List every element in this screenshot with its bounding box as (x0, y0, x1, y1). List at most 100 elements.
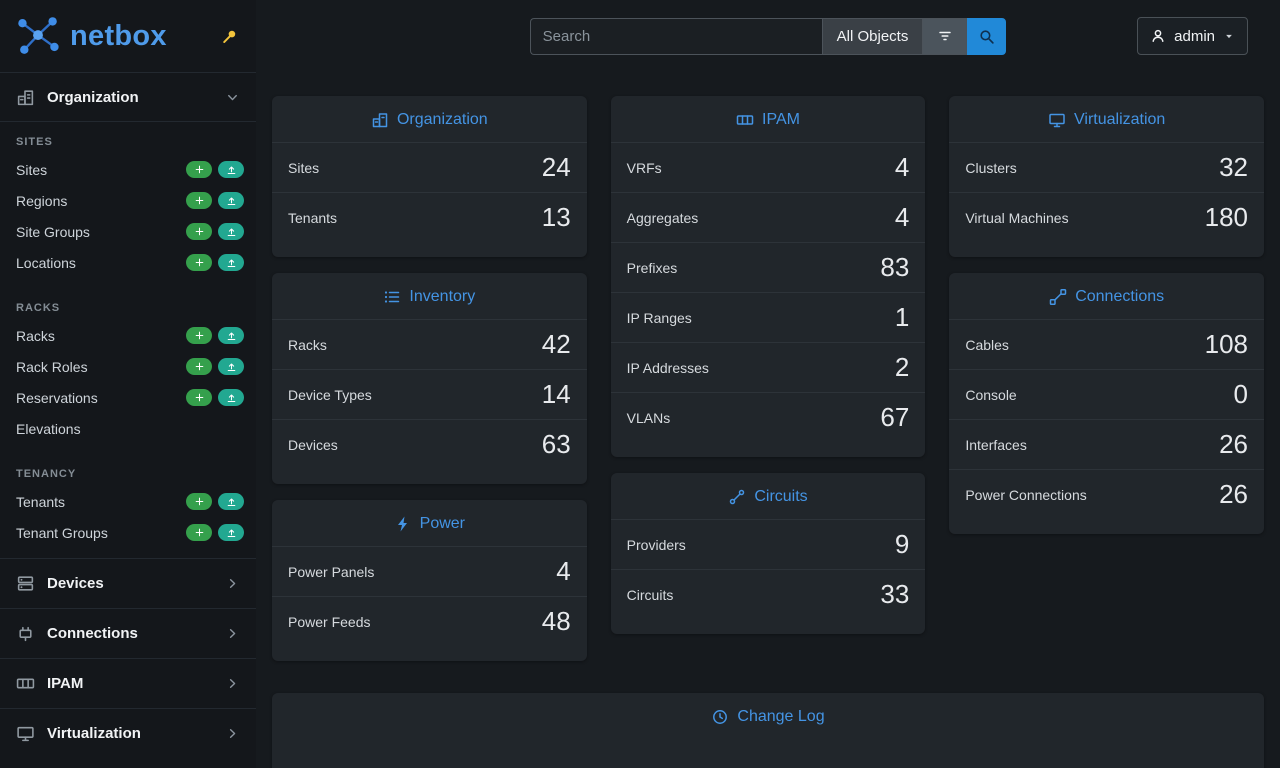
stat-value: 0 (1233, 379, 1249, 409)
stat-link[interactable]: IP Ranges (626, 309, 692, 326)
search-scope-button[interactable]: All Objects (821, 17, 924, 55)
search-input[interactable] (529, 17, 822, 55)
list-icon (385, 291, 400, 303)
stat-link[interactable]: Power Panels (288, 563, 375, 580)
stat-value: 48 (541, 606, 571, 636)
stat-link[interactable]: Console (965, 386, 1017, 403)
sidebar-item[interactable]: Rack Roles (0, 351, 256, 382)
import-button[interactable] (218, 524, 244, 541)
stat-link[interactable]: Circuits (626, 586, 674, 603)
stat-link[interactable]: Devices (288, 436, 338, 453)
sidebar-item[interactable]: Reservations (0, 382, 256, 413)
sidebar-item[interactable]: Locations (0, 247, 256, 278)
card-title-text: Virtualization (1074, 111, 1166, 128)
add-button[interactable] (186, 524, 212, 541)
card-power-title[interactable]: Power (272, 500, 587, 546)
card-inventory-title[interactable]: Inventory (272, 273, 587, 319)
stat-row: Virtual Machines 180 (949, 192, 1265, 242)
add-button[interactable] (186, 493, 212, 510)
stat-link[interactable]: VLANs (626, 409, 671, 426)
user-menu-button[interactable]: admin (1137, 17, 1248, 55)
import-button[interactable] (218, 223, 244, 240)
stat-link[interactable]: Clusters (965, 159, 1017, 176)
import-button[interactable] (218, 358, 244, 375)
pin-sidebar-icon[interactable] (221, 28, 238, 45)
add-button[interactable] (186, 254, 212, 271)
sidebar-item[interactable]: Tenant Groups (0, 517, 256, 548)
card-change-log-title[interactable]: Change Log (272, 693, 1264, 739)
import-button[interactable] (218, 327, 244, 344)
stat-link[interactable]: Racks (288, 336, 327, 353)
sidebar-item[interactable]: Elevations (0, 413, 256, 444)
building-icon (16, 88, 35, 107)
import-button[interactable] (218, 192, 244, 209)
stat-value: 4 (556, 556, 571, 586)
card-connections-title[interactable]: Connections (949, 273, 1264, 319)
stat-row: Interfaces 26 (949, 419, 1265, 469)
sidebar-item-label: Racks (16, 327, 55, 344)
sidebar-item[interactable]: Site Groups (0, 216, 256, 247)
sidebar-item[interactable]: Sites (0, 154, 256, 185)
add-button[interactable] (186, 327, 212, 344)
card-virtualization-title[interactable]: Virtualization (949, 96, 1264, 142)
stat-link[interactable]: Aggregates (626, 209, 699, 226)
building-icon (372, 113, 388, 128)
add-button[interactable] (186, 389, 212, 406)
sidebar-item[interactable]: Racks (0, 320, 256, 351)
netbox-logo[interactable]: netbox (14, 15, 167, 57)
stat-link[interactable]: Power Feeds (288, 613, 371, 630)
counter-icon (736, 115, 754, 125)
stat-link[interactable]: Sites (288, 159, 320, 176)
sidebar: netbox Organization SITES Sites (0, 0, 256, 768)
netbox-logo-icon (18, 17, 59, 54)
sidebar-item-label: Site Groups (16, 223, 90, 240)
stat-row: Device Types 14 (272, 369, 587, 419)
sidebar-group-sites: SITES Sites Regions (0, 122, 256, 288)
stat-link[interactable]: Prefixes (626, 259, 678, 276)
stat-link[interactable]: Interfaces (965, 436, 1027, 453)
sidebar-section-devices[interactable]: Devices (0, 558, 256, 608)
import-button[interactable] (218, 161, 244, 178)
import-button[interactable] (218, 389, 244, 406)
transit-icon (730, 489, 745, 505)
sidebar-section-connections[interactable]: Connections (0, 608, 256, 658)
stat-link[interactable]: IP Addresses (626, 359, 709, 376)
stat-row: VLANs 67 (610, 392, 926, 442)
stat-value: 9 (894, 529, 910, 559)
sidebar-section-organization[interactable]: Organization (0, 72, 256, 122)
search-button[interactable] (967, 17, 1007, 55)
stat-row: Racks 42 (272, 319, 587, 369)
card-organization-title[interactable]: Organization (272, 96, 587, 142)
card-circuits-title[interactable]: Circuits (611, 473, 926, 519)
add-button[interactable] (186, 161, 212, 178)
import-button[interactable] (218, 493, 244, 510)
sidebar-item[interactable]: Tenants (0, 486, 256, 517)
add-button[interactable] (186, 223, 212, 240)
stat-link[interactable]: Providers (626, 536, 686, 553)
add-button[interactable] (186, 192, 212, 209)
sidebar-section-virtualization[interactable]: Virtualization (0, 708, 256, 758)
sidebar-item[interactable]: Regions (0, 185, 256, 216)
stat-link[interactable]: Power Connections (965, 486, 1087, 503)
sidebar-section-label: Virtualization (47, 725, 141, 742)
card-virtualization: Virtualization Clusters 32 Virtual Machi… (949, 96, 1265, 257)
dashboard-column-1: Organization Sites 24 Tenants 13 (272, 96, 587, 661)
chevron-right-icon (225, 576, 240, 591)
card-ipam: IPAM VRFs 4 Aggregates 4 (610, 96, 926, 457)
import-button[interactable] (218, 254, 244, 271)
filter-button[interactable] (923, 17, 968, 55)
stat-link[interactable]: VRFs (626, 159, 662, 176)
sidebar-section-ipam[interactable]: IPAM (0, 658, 256, 708)
chevron-down-icon (225, 90, 240, 105)
lightning-icon (397, 516, 407, 532)
search-icon (980, 29, 995, 44)
stat-link[interactable]: Tenants (288, 209, 338, 226)
card-ipam-title[interactable]: IPAM (611, 96, 926, 142)
stat-row: Console 0 (949, 369, 1265, 419)
stat-link[interactable]: Virtual Machines (965, 209, 1069, 226)
main-content: All Objects admin Organization (256, 0, 1280, 768)
add-button[interactable] (186, 358, 212, 375)
stat-value: 2 (894, 352, 910, 382)
stat-link[interactable]: Device Types (288, 386, 372, 403)
stat-link[interactable]: Cables (965, 336, 1009, 353)
